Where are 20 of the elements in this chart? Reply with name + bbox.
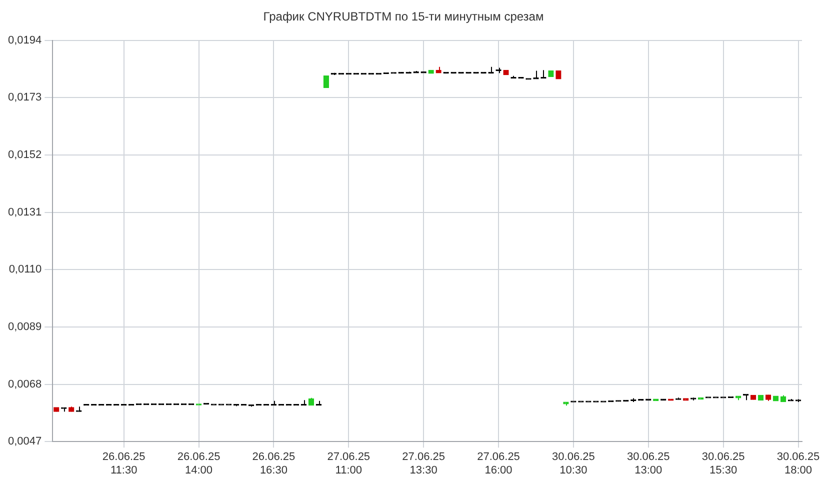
x-tick-label: 30.06.25 10:30 [552,451,595,476]
x-tick-label: 26.06.25 11:30 [102,451,146,476]
x-tick-label: 30.06.25 13:00 [626,451,670,476]
y-tick-label: 0,0089 [8,321,42,334]
x-tick-label: 30.06.25 18:00 [776,451,820,476]
y-tick-label: 0,0152 [8,149,42,162]
y-tick-label: 0,0110 [8,264,42,276]
y-tick-label: 0,0131 [8,206,42,218]
x-tick-label: 26.06.25 14:00 [177,451,220,476]
y-tick-label: 0,0047 [8,436,42,448]
x-tick-label: 27.06.25 11:00 [327,451,370,476]
x-tick-label: 26.06.25 16:30 [252,451,296,476]
chart-title: График CNYRUBTDTM по 15-ти минутным срезам [263,10,544,24]
y-tick-label: 0,0068 [8,378,42,390]
candlestick [323,76,329,88]
x-tick-label: 30.06.25 15:30 [702,451,745,476]
x-tick-label: 27.06.25 13:30 [402,451,445,476]
y-tick-label: 0,0194 [8,34,42,46]
y-tick-label: 0,0173 [8,92,42,104]
x-tick-label: 27.06.25 16:00 [477,451,520,476]
